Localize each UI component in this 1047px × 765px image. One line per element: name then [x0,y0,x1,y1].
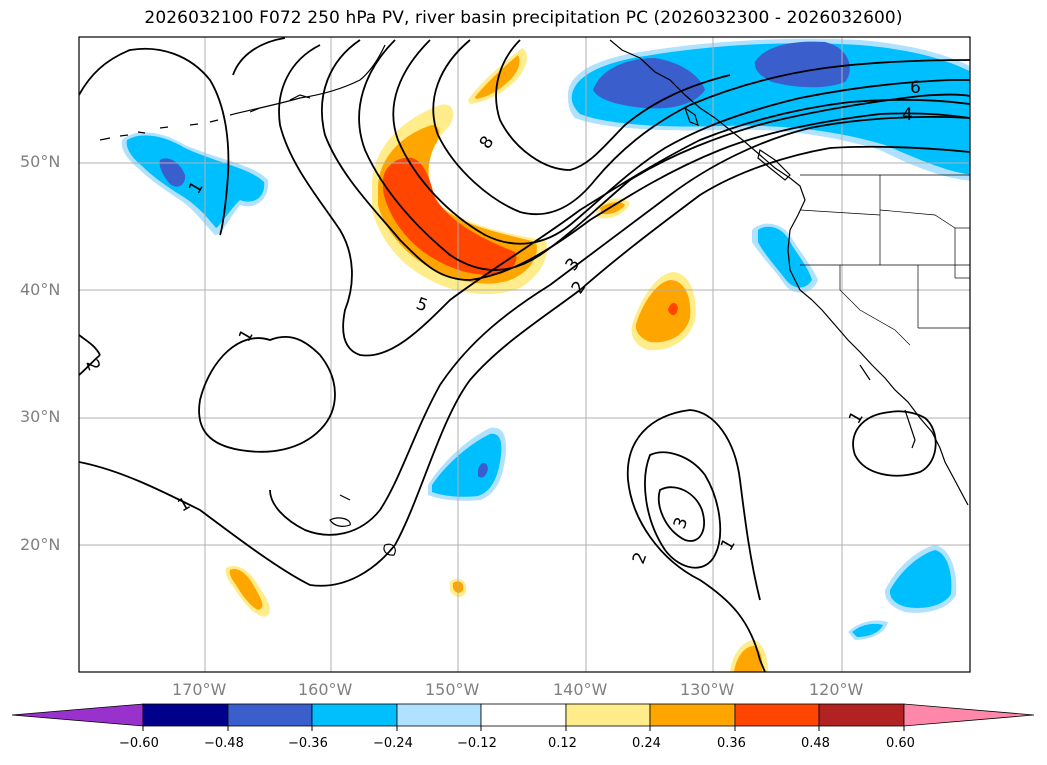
lon-label: 120°W [809,680,864,699]
pv-contour-1 [79,47,230,236]
lon-label: 170°W [172,680,227,699]
canada-coastline [609,39,813,301]
pv-contours [79,37,970,672]
precip-positive-area [475,55,520,99]
lon-label: 160°W [298,680,353,699]
precip-negative-area [432,433,502,497]
pv-contour-6 [495,39,731,171]
lat-label: 50°N [20,152,61,171]
contour-label: 2 [81,357,103,374]
pv-contour-6 [392,39,970,245]
pv-contour-1 [852,410,937,477]
colorbar-tick-label: 0.60 [886,736,915,751]
colorbar-tick-label: −0.36 [288,736,328,751]
lon-label: 150°W [425,680,480,699]
gridlines [79,37,970,672]
contour-label: 2 [568,278,591,298]
pv-contour-2 [232,37,970,536]
pv-contour-8 [432,39,970,216]
colorbar-segment [734,703,820,727]
contour-label: 8 [476,133,499,153]
contour-label: 6 [910,78,921,98]
pv-contour-2 [79,334,101,376]
precip-positive-area [668,302,678,316]
contour-label: 1 [845,408,868,427]
vancouver-island [757,149,791,181]
pv-contour-5 [358,39,970,271]
pv-contour-1 [626,409,766,672]
colorbar-extend-low [11,703,144,727]
precip-positive-area [229,568,263,610]
map-plot-area: 1 1 1 1 1 2 2 2 3 3 4 5 6 8 [79,37,970,672]
lat-label: 40°N [20,280,61,299]
us-coastline [811,299,969,506]
colorbar-extend-high [903,703,1035,727]
map-title: 2026032100 F072 250 hPa PV, river basin … [144,8,903,28]
negative-precip-shading [121,38,970,640]
colorbar-segment [142,703,229,727]
pv-contour-1 [198,335,336,453]
colorbar-segment [396,703,482,727]
colorbar-tick-label: −0.60 [119,736,159,751]
pv-contour-1 [79,145,970,587]
contour-label: 1 [717,535,740,554]
colorbar-tick-label: −0.48 [204,736,244,751]
contour-label: 3 [562,255,585,275]
precip-negative-area [889,550,952,608]
political-borders [799,174,970,346]
lon-label: 140°W [553,680,608,699]
contour-label: 2 [629,550,651,567]
precip-negative-area [758,226,812,288]
colorbar-segment [818,703,905,727]
colorbar-segment [565,703,651,727]
contour-label: 5 [413,294,430,316]
lon-label: 130°W [680,680,735,699]
pv-contour-2 [644,451,722,569]
baja-coastline [859,364,916,449]
precip-negative-area [593,58,705,109]
positive-precip-shading [225,48,768,672]
lat-label: 30°N [20,407,61,426]
precip-positive-area [734,646,763,672]
precip-positive-area [635,280,691,343]
hawaii-islands [329,494,396,556]
contour-label: 3 [670,515,692,532]
colorbar [11,703,1035,731]
colorbar-tick-label: 0.24 [632,736,661,751]
precip-positive-area [600,202,625,215]
coastlines [99,39,969,556]
precip-negative-area [126,135,265,228]
aleutian-islands [99,119,219,141]
colorbar-segment [480,703,567,727]
haida-gwaii [683,106,699,126]
pv-contour-3 [278,44,970,357]
contour-labels: 1 1 1 1 1 2 2 2 3 3 4 5 6 8 [81,78,921,567]
colorbar-segment [649,703,736,727]
precip-negative-area [852,623,883,637]
plot-frame [78,36,971,673]
precip-negative-area [478,462,488,478]
alaska-coastline [229,44,386,116]
precip-negative-area [159,158,186,187]
colorbar-tick-label: 0.48 [801,736,830,751]
colorbar-tick-label: 0.36 [717,736,746,751]
colorbar-tick-label: 0.12 [548,736,577,751]
colorbar-tick-label: −0.12 [457,736,497,751]
pv-contour-3 [657,486,705,542]
lat-label: 20°N [20,535,61,554]
colorbar-segment [311,703,398,727]
colorbar-tick-label: −0.24 [373,736,413,751]
precip-positive-area [383,157,517,276]
contour-label: 4 [902,105,913,125]
colorbar-segment [227,703,313,727]
